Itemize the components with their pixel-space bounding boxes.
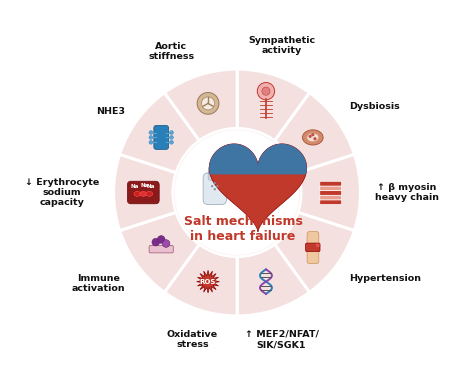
- Circle shape: [309, 135, 312, 138]
- Circle shape: [170, 141, 173, 144]
- Text: ↑ β myosin
heavy chain: ↑ β myosin heavy chain: [375, 183, 439, 202]
- Circle shape: [157, 236, 165, 243]
- Circle shape: [149, 141, 153, 144]
- Circle shape: [170, 131, 173, 134]
- Polygon shape: [209, 144, 307, 232]
- Wedge shape: [275, 93, 354, 173]
- FancyBboxPatch shape: [128, 181, 159, 204]
- FancyBboxPatch shape: [320, 191, 342, 195]
- Text: NHE3: NHE3: [96, 107, 125, 116]
- Text: Na: Na: [140, 183, 149, 188]
- Polygon shape: [302, 130, 323, 145]
- Circle shape: [211, 185, 213, 187]
- Circle shape: [149, 136, 153, 139]
- FancyBboxPatch shape: [203, 173, 227, 204]
- Polygon shape: [307, 133, 319, 142]
- Circle shape: [201, 97, 215, 110]
- Wedge shape: [164, 69, 237, 141]
- Text: Na: Na: [146, 184, 155, 189]
- FancyBboxPatch shape: [154, 126, 169, 149]
- Text: ↓ Erythrocyte
sodium
capacity: ↓ Erythrocyte sodium capacity: [25, 177, 99, 208]
- Text: Sympathetic
activity: Sympathetic activity: [248, 36, 315, 55]
- Ellipse shape: [140, 191, 146, 196]
- FancyBboxPatch shape: [208, 170, 221, 180]
- FancyBboxPatch shape: [149, 246, 173, 253]
- Circle shape: [313, 137, 317, 141]
- Circle shape: [257, 82, 274, 100]
- Text: Oxidative
stress: Oxidative stress: [167, 330, 218, 349]
- FancyBboxPatch shape: [320, 200, 342, 204]
- Wedge shape: [120, 212, 199, 292]
- Circle shape: [214, 188, 216, 191]
- Circle shape: [311, 133, 314, 136]
- Wedge shape: [164, 244, 237, 316]
- FancyBboxPatch shape: [320, 181, 342, 186]
- Polygon shape: [197, 270, 219, 293]
- Circle shape: [149, 131, 153, 134]
- Text: Hypertension: Hypertension: [349, 274, 421, 283]
- Text: Aortic
stiffness: Aortic stiffness: [148, 42, 194, 61]
- Text: Salt mechanisms
in heart failure: Salt mechanisms in heart failure: [184, 215, 302, 243]
- Circle shape: [170, 136, 173, 139]
- Circle shape: [262, 87, 270, 95]
- Circle shape: [316, 243, 320, 248]
- Circle shape: [173, 128, 301, 257]
- Text: Na: Na: [130, 184, 139, 189]
- Wedge shape: [237, 69, 310, 141]
- Circle shape: [216, 185, 219, 187]
- FancyBboxPatch shape: [320, 186, 342, 191]
- FancyBboxPatch shape: [209, 166, 221, 175]
- Circle shape: [162, 240, 170, 247]
- Text: ↑ MEF2/NFAT/
SIK/SGK1: ↑ MEF2/NFAT/ SIK/SGK1: [245, 330, 319, 349]
- Circle shape: [175, 131, 299, 254]
- Wedge shape: [120, 93, 199, 173]
- FancyBboxPatch shape: [320, 195, 342, 200]
- FancyBboxPatch shape: [307, 231, 319, 264]
- Circle shape: [152, 238, 160, 246]
- Polygon shape: [209, 144, 307, 174]
- Wedge shape: [114, 154, 176, 231]
- Text: ROS: ROS: [200, 279, 216, 285]
- FancyBboxPatch shape: [306, 243, 320, 251]
- Circle shape: [197, 92, 219, 114]
- Text: Immune
activation: Immune activation: [72, 274, 125, 293]
- Circle shape: [214, 182, 216, 184]
- Wedge shape: [237, 244, 310, 316]
- Text: Dysbiosis: Dysbiosis: [349, 102, 400, 111]
- Wedge shape: [298, 154, 360, 231]
- Wedge shape: [275, 212, 354, 292]
- Ellipse shape: [134, 191, 141, 196]
- Ellipse shape: [146, 191, 153, 196]
